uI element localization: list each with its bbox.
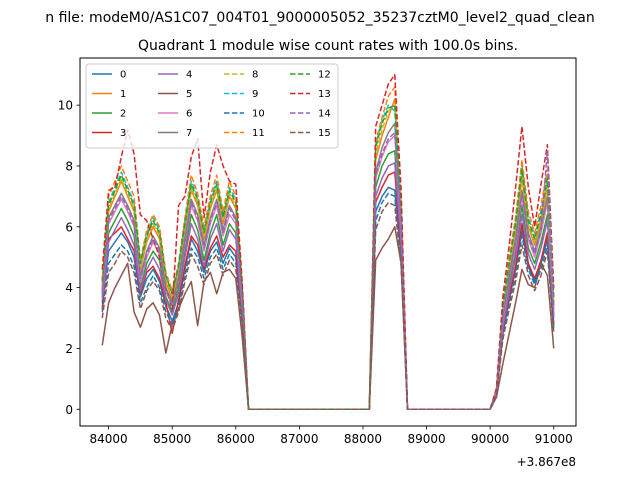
legend-label-5: 5 — [186, 89, 192, 100]
legend-label-9: 9 — [252, 89, 258, 100]
x-tick-label: 84000 — [90, 432, 128, 446]
x-axis-offset-label: +3.867e8 — [517, 455, 576, 469]
legend-label-10: 10 — [252, 109, 265, 120]
x-tick-label: 90000 — [471, 432, 509, 446]
figure-suptitle: n file: modeM0/AS1C07_004T01_9000005052_… — [45, 10, 594, 26]
legend-label-11: 11 — [252, 128, 265, 139]
y-tick-label: 0 — [65, 403, 73, 417]
x-tick-label: 86000 — [217, 432, 255, 446]
legend-label-6: 6 — [186, 109, 192, 120]
y-tick-label: 10 — [58, 99, 73, 113]
legend-label-4: 4 — [186, 70, 192, 81]
x-axis: 84000 85000 86000 87000 88000 89000 90000 91000 — [90, 426, 573, 446]
x-tick-label: 88000 — [344, 432, 382, 446]
legend-label-15: 15 — [318, 128, 331, 139]
legend-label-12: 12 — [318, 70, 331, 81]
legend-label-0: 0 — [120, 70, 126, 81]
legend-box — [85, 63, 339, 149]
y-tick-label: 8 — [65, 159, 73, 173]
y-tick-label: 2 — [65, 342, 73, 356]
series-layer — [101, 73, 555, 411]
axes-frame — [79, 57, 577, 427]
series-line-15 — [101, 201, 555, 411]
x-tick-label: 89000 — [407, 432, 445, 446]
legend-label-8: 8 — [252, 70, 258, 81]
legend-label-7: 7 — [186, 128, 192, 139]
y-tick-label: 6 — [65, 220, 73, 234]
series-line-14 — [101, 131, 555, 411]
legend-label-14: 14 — [318, 109, 331, 120]
x-tick-label: 87000 — [280, 432, 318, 446]
plot-area: 84000 85000 86000 87000 88000 89000 90000 91000… — [58, 57, 577, 469]
y-tick-label: 4 — [65, 281, 73, 295]
chart-title: Quadrant 1 module wise count rates with … — [138, 38, 518, 54]
legend-label-2: 2 — [120, 109, 126, 120]
legend-label-3: 3 — [120, 128, 126, 139]
x-tick-label: 91000 — [535, 432, 573, 446]
y-axis: 0 2 4 6 8 10 — [58, 99, 80, 417]
legend-label-13: 13 — [318, 89, 331, 100]
x-tick-label: 85000 — [153, 432, 191, 446]
legend-label-1: 1 — [120, 89, 126, 100]
